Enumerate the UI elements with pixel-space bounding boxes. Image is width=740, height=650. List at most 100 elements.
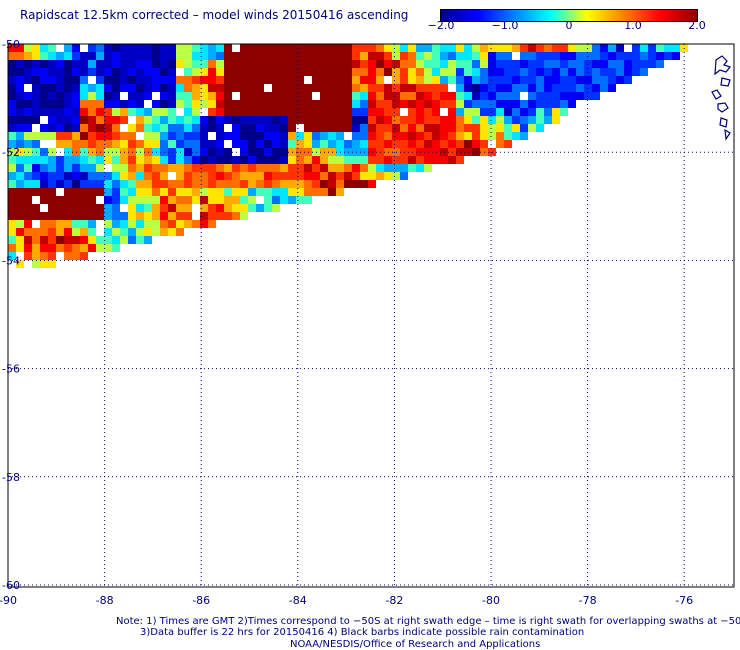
heatmap-cell (40, 124, 48, 132)
heatmap-cell (392, 84, 400, 92)
heatmap-cell (504, 84, 512, 92)
heatmap-cell (224, 164, 232, 172)
heatmap-cell (112, 156, 120, 164)
heatmap-cell (408, 68, 416, 76)
heatmap-cell (136, 188, 144, 196)
heatmap-cell (592, 52, 600, 60)
heatmap-cell (48, 132, 56, 140)
heatmap-cell (200, 204, 208, 212)
heatmap-cell (288, 156, 296, 164)
heatmap-cell (200, 68, 208, 76)
heatmap-cell (512, 124, 520, 132)
heatmap-cell (480, 68, 488, 76)
lat-tick-label: -60 (2, 579, 20, 592)
heatmap-cell (40, 108, 48, 116)
heatmap-cell (536, 68, 544, 76)
heatmap-cell (144, 140, 152, 148)
heatmap-cell (200, 52, 208, 60)
heatmap-cell (168, 228, 176, 236)
heatmap-cell (64, 172, 72, 180)
heatmap-cell (16, 236, 24, 244)
heatmap-cell (592, 68, 600, 76)
heatmap-cell (184, 108, 192, 116)
heatmap-cell (96, 172, 104, 180)
heatmap-cell (368, 100, 376, 108)
heatmap-cell (192, 116, 200, 124)
heatmap-cell (112, 172, 120, 180)
heatmap-cell (16, 188, 24, 196)
heatmap-cell (656, 60, 664, 68)
heatmap-cell (80, 228, 88, 236)
heatmap-cell (440, 44, 448, 52)
heatmap-cell (352, 132, 360, 140)
heatmap-cell (336, 60, 344, 68)
heatmap-cell (648, 60, 656, 68)
heatmap-cell (568, 52, 576, 60)
heatmap-cell (496, 100, 504, 108)
heatmap-cell (480, 76, 488, 84)
heatmap-cell (560, 68, 568, 76)
heatmap-cell (152, 52, 160, 60)
heatmap-cell (576, 76, 584, 84)
heatmap-cell (160, 212, 168, 220)
heatmap-cell (488, 108, 496, 116)
heatmap-cell (256, 180, 264, 188)
heatmap-cell (128, 68, 136, 76)
heatmap-cell (208, 188, 216, 196)
heatmap-cell (416, 156, 424, 164)
heatmap-cell (48, 172, 56, 180)
heatmap-cell (112, 236, 120, 244)
heatmap-cell (128, 124, 136, 132)
heatmap-cell (24, 44, 32, 52)
heatmap-cell (152, 188, 160, 196)
heatmap-cell (416, 140, 424, 148)
heatmap-cell (320, 132, 328, 140)
heatmap-cell (224, 84, 232, 92)
heatmap-cell (296, 84, 304, 92)
heatmap-cell (64, 220, 72, 228)
heatmap-cell (408, 92, 416, 100)
heatmap-cell (152, 172, 160, 180)
heatmap-cell (424, 60, 432, 68)
heatmap-cell (384, 68, 392, 76)
heatmap-cell (80, 60, 88, 68)
heatmap-cell (128, 52, 136, 60)
heatmap-cell (56, 228, 64, 236)
heatmap-cell (504, 44, 512, 52)
heatmap-cell (408, 132, 416, 140)
heatmap-cell (120, 228, 128, 236)
heatmap-cell (184, 164, 192, 172)
heatmap-cell (136, 228, 144, 236)
heatmap-cell (216, 100, 224, 108)
heatmap-cell (152, 140, 160, 148)
heatmap-cell (48, 68, 56, 76)
heatmap-cell (160, 180, 168, 188)
heatmap-cell (416, 68, 424, 76)
heatmap-cell (32, 52, 40, 60)
heatmap-cell (624, 52, 632, 60)
heatmap-cell (152, 76, 160, 84)
heatmap-cell (288, 108, 296, 116)
heatmap-cell (208, 116, 216, 124)
heatmap-cell (200, 180, 208, 188)
heatmap-cell (368, 84, 376, 92)
heatmap-cell (200, 188, 208, 196)
heatmap-cell (88, 44, 96, 52)
heatmap-cell (496, 84, 504, 92)
heatmap-cell (320, 100, 328, 108)
heatmap-cell (40, 60, 48, 68)
map-title: Rapidscat 12.5km corrected – model winds… (20, 8, 409, 22)
heatmap-cell (288, 188, 296, 196)
heatmap-cell (320, 124, 328, 132)
heatmap-cell (32, 164, 40, 172)
heatmap-cell (568, 68, 576, 76)
heatmap-cell (88, 220, 96, 228)
heatmap-cell (128, 212, 136, 220)
heatmap-cell (8, 132, 16, 140)
heatmap-cell (248, 76, 256, 84)
heatmap-cell (104, 244, 112, 252)
heatmap-cell (168, 204, 176, 212)
heatmap-cell (272, 124, 280, 132)
heatmap-cell (112, 76, 120, 84)
heatmap-cell (328, 76, 336, 84)
